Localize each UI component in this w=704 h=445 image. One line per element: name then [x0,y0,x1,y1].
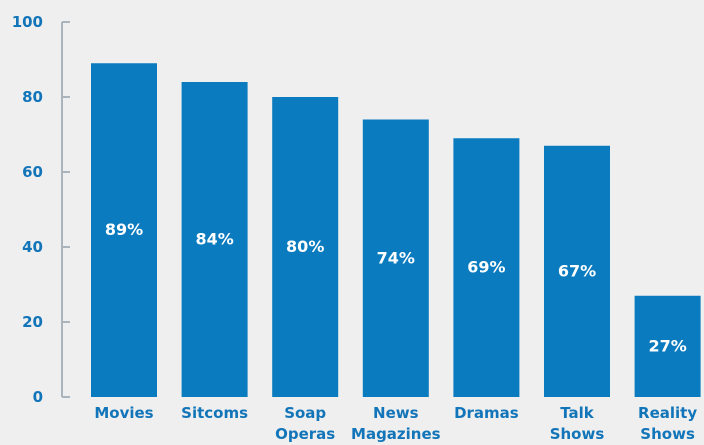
bar [272,97,339,397]
y-tick-label: 100 [12,13,43,31]
category-label: Shows [640,425,695,443]
category-label: Operas [275,425,335,443]
bar [544,145,610,397]
bar-value-label: 67% [558,261,596,280]
bar [91,63,157,397]
bar [181,82,248,397]
bar-value-label: 74% [377,248,415,267]
category-label: Reality [638,404,697,422]
axis-layer: 0 20 40 60 80 100 [12,13,70,406]
category-label: Shows [550,425,605,443]
bar-value-label: 89% [105,220,143,239]
category-label: Movies [94,404,153,422]
bar-value-label: 69% [467,258,505,277]
bar [362,119,429,397]
bar-value-label: 27% [648,336,686,355]
category-label: News [373,404,419,422]
y-tick-label: 80 [22,88,43,106]
bar-layer [91,63,701,397]
bar-value-label: 80% [286,237,324,256]
category-label: Magazines [351,425,441,443]
category-label: Dramas [454,404,519,422]
y-tick-label: 20 [22,313,43,331]
category-label: Sitcoms [181,404,248,422]
bar [634,295,701,397]
category-label: Talk [560,404,595,422]
label-layer: 89% Movies 84% Sitcoms 80% Soap Operas 74% News M… [94,220,697,443]
bar-value-label: 84% [195,230,233,249]
y-tick-label: 40 [22,238,43,256]
y-tick-label: 60 [22,163,43,181]
bar [453,138,520,397]
y-tick-label: 0 [33,388,43,406]
category-label: Soap [284,404,326,422]
